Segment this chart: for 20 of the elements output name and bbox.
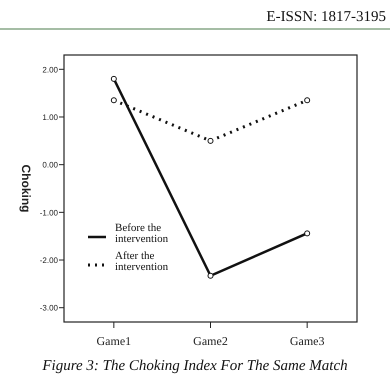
legend-label: Before the intervention xyxy=(115,222,169,245)
point xyxy=(304,230,310,236)
y-tick-label: 2.00 xyxy=(42,65,59,74)
text: E-ISSN: 1817-3195 xyxy=(266,9,386,25)
y-axis-title: Choking xyxy=(19,164,33,212)
point xyxy=(208,138,214,144)
point xyxy=(304,97,310,104)
x-tick-label: Game2 xyxy=(193,334,228,348)
y-tick-label: -2.00 xyxy=(40,256,59,266)
x-tick-label: Game1 xyxy=(96,334,132,348)
point xyxy=(110,76,117,82)
point xyxy=(208,272,214,279)
y-tick-label: 0.00 xyxy=(42,160,59,170)
y-tick-label: -1.00 xyxy=(40,208,59,218)
x-tick-label: Game3 xyxy=(290,334,324,348)
y-tick-label: -3.00 xyxy=(40,304,59,313)
text: Figure 3: The Choking Index For The Same Match xyxy=(41,358,348,374)
legend-label: After the intervention xyxy=(115,250,169,273)
y-tick-label: 1.00 xyxy=(42,112,59,122)
point xyxy=(110,97,117,104)
